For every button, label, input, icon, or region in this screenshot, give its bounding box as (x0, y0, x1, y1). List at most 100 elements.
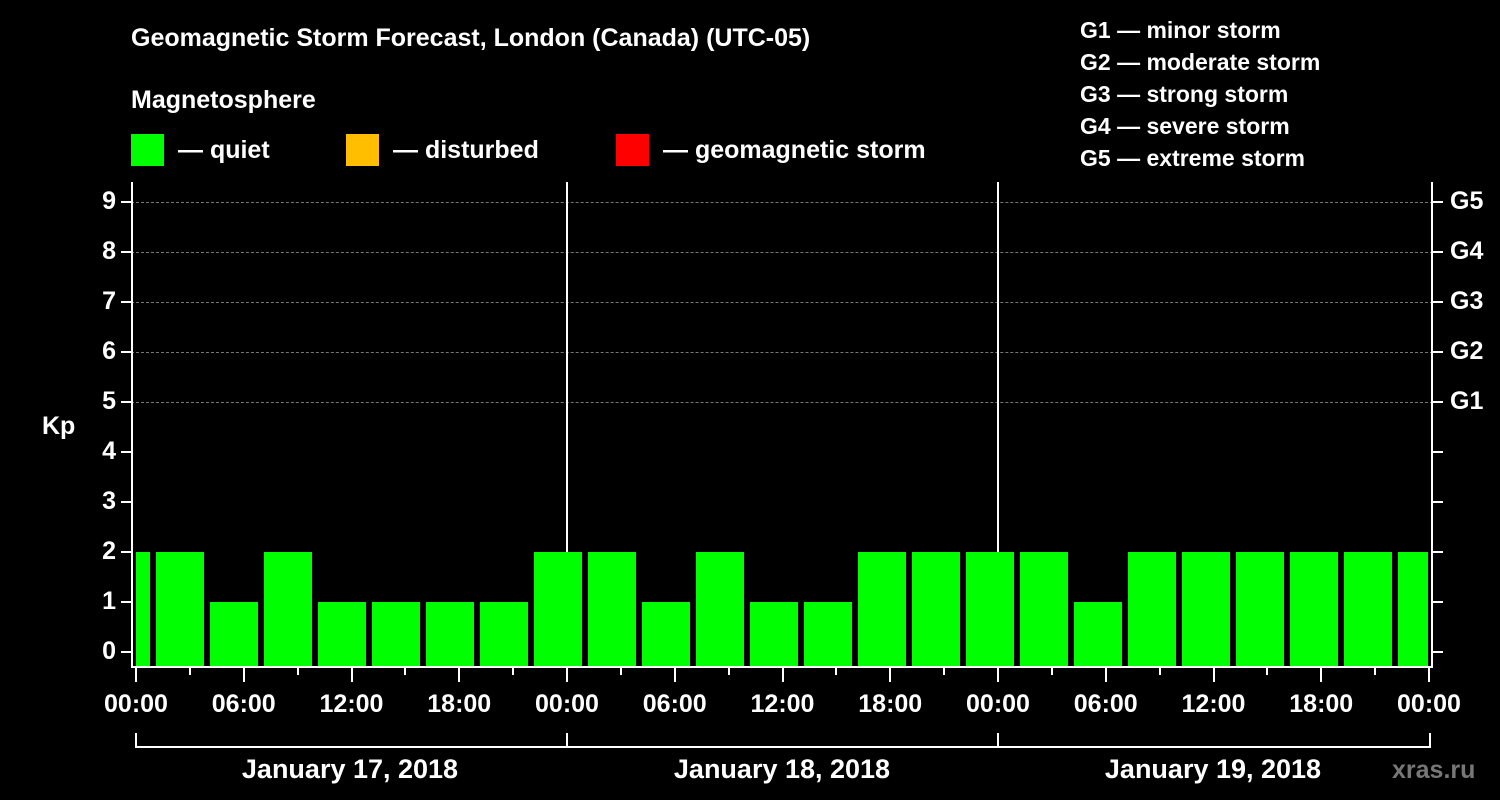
kp-bar (750, 602, 798, 666)
kp-bar (1020, 552, 1068, 666)
x-tick (512, 668, 515, 675)
kp-bar (858, 552, 906, 666)
gridline (131, 302, 1433, 303)
plot-area (131, 182, 1433, 668)
x-tick (296, 668, 299, 675)
legend-disturbed-label: — disturbed (393, 135, 539, 164)
g2-legend: G2 — moderate storm (1080, 49, 1321, 75)
y-tick-label: 8 (102, 237, 116, 265)
x-tick-label: 12:00 (319, 690, 384, 718)
y-tick (121, 201, 131, 203)
storm-swatch-icon (616, 134, 649, 166)
legend-storm: — geomagnetic storm (616, 134, 926, 166)
g3-legend: G3 — strong storm (1080, 81, 1289, 107)
x-tick (619, 668, 622, 675)
x-tick (889, 668, 892, 682)
kp-bar (318, 602, 366, 666)
x-tick (566, 668, 568, 682)
kp-bar (426, 602, 474, 666)
y-tick (121, 251, 131, 253)
g-scale-label: G2 (1450, 337, 1484, 365)
kp-bar (1290, 552, 1338, 666)
g-scale-label: G5 (1450, 187, 1484, 215)
y-tick-right (1433, 601, 1443, 603)
y-tick-label: 7 (102, 287, 116, 315)
y-tick-label: 3 (102, 487, 116, 515)
day-separator (997, 182, 999, 668)
y-tick (121, 551, 131, 553)
x-tick (242, 668, 245, 682)
day-label: January 17, 2018 (241, 754, 459, 784)
y-tick-right (1433, 201, 1443, 203)
y-tick-right (1433, 401, 1443, 403)
kp-bar (534, 552, 582, 666)
y-tick (121, 401, 131, 403)
y-tick (121, 651, 131, 653)
chart-subtitle: Magnetosphere (131, 86, 316, 114)
day-bracket-line (135, 746, 1431, 748)
x-tick (1158, 668, 1161, 675)
x-tick (781, 668, 784, 682)
x-tick (673, 668, 676, 682)
y-tick-label: 9 (102, 187, 116, 215)
x-tick (1104, 668, 1107, 682)
x-tick-label: 12:00 (750, 690, 815, 718)
kp-bar (136, 552, 150, 666)
y-axis-label: Kp (42, 412, 76, 440)
gridline (131, 252, 1433, 253)
gridline (131, 202, 1433, 203)
chart-title: Geomagnetic Storm Forecast, London (Cana… (131, 24, 811, 52)
g-scale-label: G1 (1450, 387, 1484, 415)
y-tick (121, 301, 131, 303)
day-label: January 19, 2018 (1104, 754, 1322, 784)
x-tick (135, 668, 137, 682)
x-tick (943, 668, 946, 675)
gridline (131, 352, 1433, 353)
x-tick (458, 668, 461, 682)
legend-quiet-label: — quiet (178, 135, 270, 164)
kp-bar (588, 552, 636, 666)
kp-bar (480, 602, 528, 666)
y-tick (121, 451, 131, 453)
legend-quiet: — quiet (131, 134, 270, 166)
day-bracket (997, 733, 999, 748)
y-tick-right (1433, 651, 1443, 653)
x-tick (188, 668, 191, 675)
x-tick (1212, 668, 1215, 682)
kp-bar (264, 552, 312, 666)
g4-legend: G4 — severe storm (1080, 113, 1290, 139)
y-tick (121, 351, 131, 353)
x-tick-label: 00:00 (1397, 690, 1461, 718)
kp-bar (372, 602, 420, 666)
kp-bar (966, 552, 1014, 666)
y-tick-label: 1 (102, 587, 116, 615)
kp-bar (804, 602, 852, 666)
kp-bar (642, 602, 690, 666)
g-scale-legend: G1 — minor storm G2 — moderate storm G3 … (1080, 14, 1320, 174)
y-tick (121, 601, 131, 603)
x-tick-label: 18:00 (1289, 690, 1354, 718)
day-bracket (1429, 733, 1431, 748)
kp-bar (1128, 552, 1176, 666)
legend-disturbed: — disturbed (346, 134, 539, 166)
x-tick (350, 668, 353, 682)
legend-storm-label: — geomagnetic storm (663, 135, 926, 164)
x-tick (1320, 668, 1323, 682)
y-tick-right (1433, 351, 1443, 353)
day-bracket (135, 733, 137, 748)
watermark: xras.ru (1392, 756, 1476, 784)
y-tick-right (1433, 251, 1443, 253)
y-tick-right (1433, 451, 1443, 453)
x-tick (1428, 668, 1430, 682)
g-scale-label: G3 (1450, 287, 1484, 315)
kp-bar (210, 602, 258, 666)
kp-bar (1398, 552, 1428, 666)
y-tick-label: 2 (102, 537, 116, 565)
kp-bar (156, 552, 204, 666)
x-tick-label: 18:00 (858, 690, 923, 718)
x-tick (404, 668, 407, 675)
gridline (131, 402, 1433, 403)
y-tick (121, 501, 131, 503)
quiet-swatch-icon (131, 134, 164, 166)
x-tick (997, 668, 999, 682)
